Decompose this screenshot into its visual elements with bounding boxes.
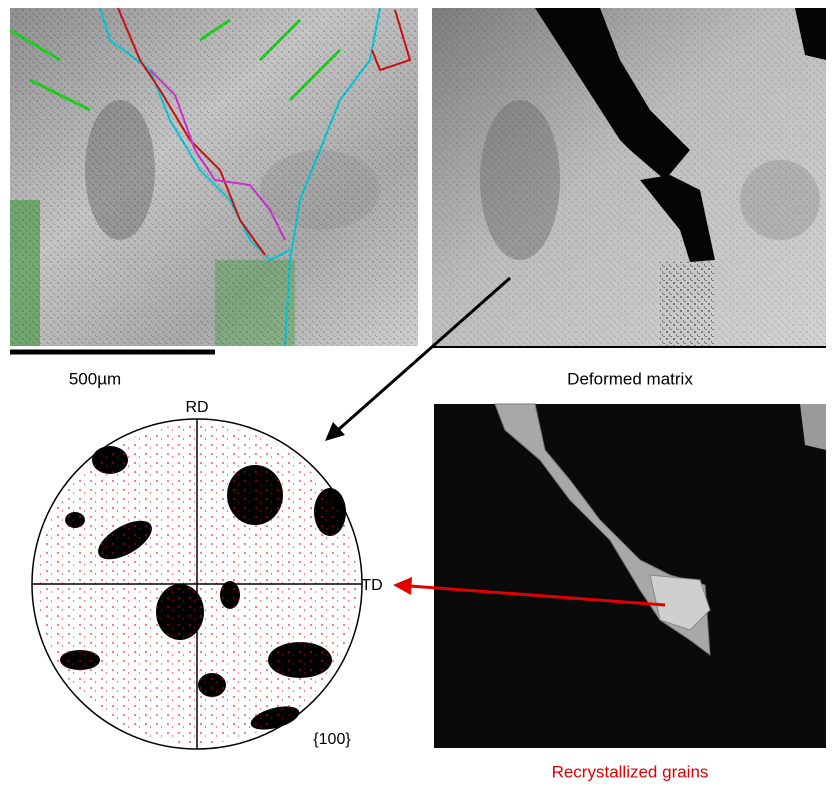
page: {"scale_bar": {"label": "500µm"}, "panel…	[0, 0, 836, 787]
deformed-caption: Deformed matrix	[567, 369, 693, 388]
plane-label: {100}	[313, 731, 351, 748]
figure: 500µm Deformed matrix RD	[0, 0, 836, 787]
td-label: TD	[361, 577, 382, 594]
recrystallized-caption: Recrystallized grains	[552, 762, 709, 781]
rd-label: RD	[185, 399, 208, 416]
scale-label: 500µm	[69, 369, 121, 388]
ebsd-map	[10, 8, 418, 346]
recrystallized-map	[434, 404, 826, 748]
pole-figure	[32, 419, 362, 749]
